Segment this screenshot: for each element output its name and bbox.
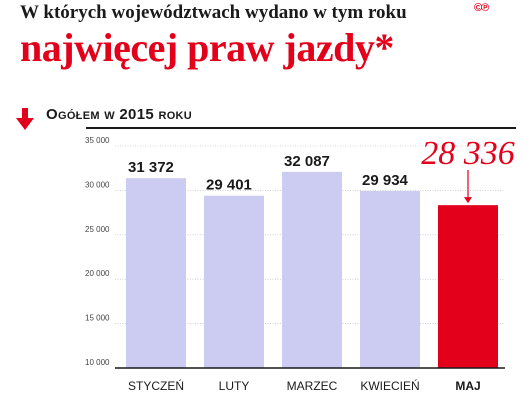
arrow-down-icon — [16, 108, 34, 130]
headline-line-1: W których województwach wydano w tym rok… — [20, 2, 407, 23]
y-tick-label: 25 000 — [85, 225, 110, 234]
bar-3 — [282, 171, 342, 368]
bar-5 — [438, 205, 498, 368]
y-tick-label: 20 000 — [85, 269, 110, 278]
y-tick-label: 15 000 — [85, 314, 110, 323]
bar-4 — [360, 190, 420, 368]
bar-value-label: 32 087 — [284, 153, 330, 170]
highlight-value-label: 28 336 — [421, 135, 515, 172]
highlight-pointer-arrow — [464, 197, 472, 204]
bar-1 — [126, 178, 186, 368]
headline-line-2: najwięcej praw jazdy* — [20, 25, 394, 70]
copyright-badge: ©℗ — [474, 2, 489, 14]
bar-value-label: 29 934 — [362, 172, 409, 189]
bar-value-label: 31 372 — [128, 159, 174, 176]
y-tick-label: 35 000 — [85, 136, 110, 145]
chart-subtitle: Ogółem w 2015 roku — [46, 106, 193, 123]
y-tick-label: 30 000 — [85, 180, 110, 189]
y-tick-label: 10 000 — [85, 358, 110, 367]
bar-value-label: 29 401 — [206, 177, 252, 194]
category-label: LUTY — [219, 379, 250, 393]
category-label: STYCZEŃ — [128, 378, 184, 393]
category-label: KWIECIEŃ — [360, 378, 419, 393]
category-label: MAJ — [455, 379, 480, 393]
bar-2 — [204, 195, 264, 368]
category-label: MARZEC — [287, 379, 338, 393]
subtitle-rule — [86, 127, 516, 129]
